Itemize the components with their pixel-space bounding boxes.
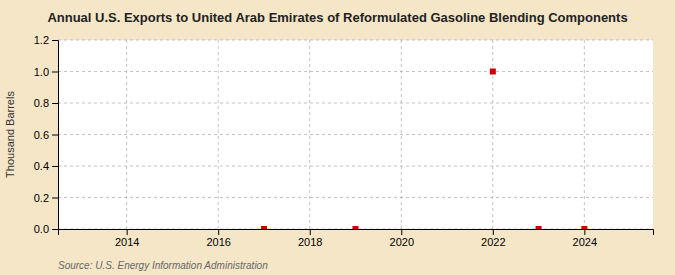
y-tick-mark [52,229,58,230]
y-axis-title: Thousand Barrels [4,91,16,178]
y-tick: 0.6 [34,129,58,141]
y-tick-mark [52,103,58,104]
y-tick: 0.2 [34,192,58,204]
x-tick-mark [584,229,585,235]
y-grid-line [58,134,653,135]
annotation: Source: U.S. Energy Information Administ… [58,260,268,271]
x-grid-line [584,40,585,229]
y-tick-label: 0.0 [34,223,49,235]
x-tick-mark [493,229,494,235]
x-axis: 2014 2016 2018 2020 2022 2024 [59,229,654,248]
y-tick: 1.0 [34,66,58,78]
y-tick-mark [52,135,58,136]
x-tick-label: 2016 [206,236,230,248]
point [353,226,359,229]
title: Annual U.S. Exports to United Arab Emira… [47,10,627,25]
chart: 2014 2016 2018 2020 2022 2024 0.0 0.2 0.4 0.6 0.8 1… [0,0,675,275]
x-tick: 2016 [206,229,230,248]
y-tick-label: 1.0 [34,66,49,78]
point [536,226,542,229]
point [261,226,267,229]
y-tick-label: 0.2 [34,192,49,204]
y-tick: 0.8 [34,97,58,109]
y-grid-line [58,197,653,198]
x-tick: 2022 [481,229,505,248]
y-tick: 0.0 [34,223,58,235]
y-tick-label: 0.8 [34,97,49,109]
y-axis-line [52,41,59,230]
x-tick: 2018 [298,229,322,248]
points [261,69,587,230]
x-tick-label: 2024 [573,236,597,248]
x-tick-label: 2022 [481,236,505,248]
y-grid-line [58,166,653,167]
x-tick: 2024 [573,229,597,248]
x-tick-mark [127,229,128,235]
x-tick-mark [310,229,311,235]
y-tick-mark [52,198,58,199]
x-tick: 2014 [115,229,139,248]
x-axis-line [59,230,654,236]
y-tick-mark [52,40,58,41]
y-grid-line [58,40,653,41]
x-tick-mark [401,229,402,235]
x-tick-label: 2014 [115,236,139,248]
x-tick-mark [218,229,219,235]
y-tick-label: 0.6 [34,129,49,141]
plot: 2014 2016 2018 2020 2022 2024 0.0 0.2 0.4 0.6 0.8 1… [34,34,654,248]
point [490,69,496,75]
y-tick: 0.4 [34,160,58,172]
background [0,0,675,275]
y-tick-label: 0.4 [34,160,49,172]
grid [58,40,653,229]
x-tick: 2020 [390,229,414,248]
x-grid-line [218,40,219,229]
y-tick-label: 1.2 [34,34,49,46]
y-tick-mark [52,166,58,167]
point [581,226,587,229]
x-tick-label: 2018 [298,236,322,248]
y-grid-line [58,71,653,72]
y-tick: 1.2 [34,34,58,46]
plot-background [58,40,653,229]
x-tick-label: 2020 [390,236,414,248]
y-grid-line [58,103,653,104]
y-tick-mark [52,72,58,73]
y-axis: 0.0 0.2 0.4 0.6 0.8 1.0 1.2 [34,34,59,235]
